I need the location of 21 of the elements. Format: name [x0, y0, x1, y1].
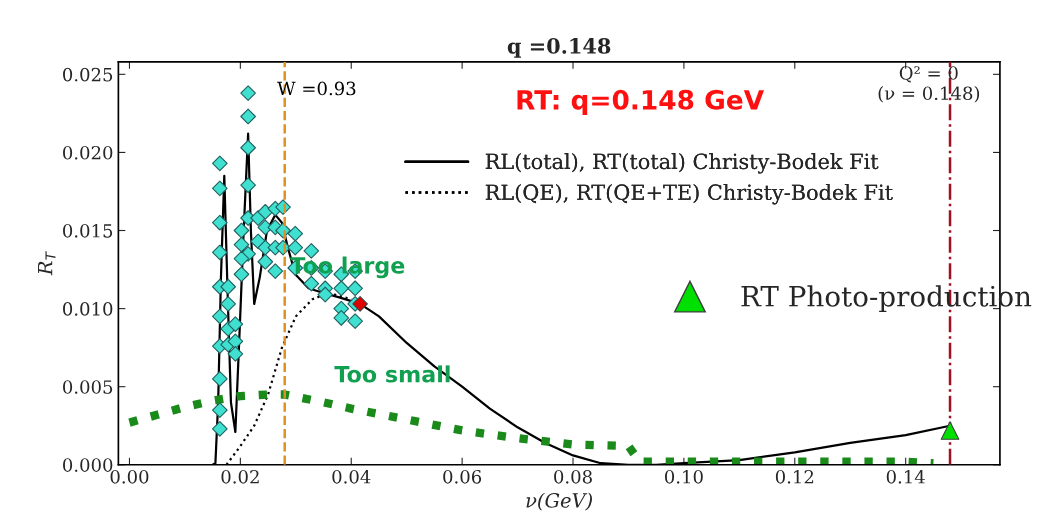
- x-tick-label: 0.14: [886, 469, 925, 484]
- x-tick-label: 0.08: [554, 469, 592, 484]
- x-tick-label: 0.12: [775, 469, 814, 484]
- x-axis-title: ν(GeV): [526, 492, 592, 511]
- y-tick-label: 0.015: [63, 223, 113, 238]
- y-tick-label: 0.010: [63, 302, 113, 316]
- x-tick-label: 0.02: [221, 469, 259, 484]
- legend-label: RL(QE), RT(QE+TE) Christy-Bodek Fit: [485, 183, 893, 205]
- y-tick-label: 0.025: [63, 67, 113, 82]
- x-tick-label: 0.04: [332, 469, 371, 484]
- y-tick-label: 0.000: [63, 458, 113, 472]
- x-tick-label: 0.10: [664, 469, 703, 484]
- y-tick-label: 0.005: [63, 380, 113, 394]
- legend-label: RL(total), RT(total) Christy-Bodek Fit: [485, 153, 879, 174]
- x-tick-label: 0.00: [110, 469, 149, 484]
- chart-title: q =0.148: [507, 38, 611, 58]
- y-tick-label: 0.020: [63, 145, 113, 160]
- x-tick-label: 0.06: [443, 469, 482, 484]
- annotation: RT: q=0.148 GeV: [517, 89, 765, 115]
- ref-line-label: Q² = 0 (ν = 0.148): [878, 66, 980, 103]
- y-axis-title: R$_{T}$: [38, 251, 56, 276]
